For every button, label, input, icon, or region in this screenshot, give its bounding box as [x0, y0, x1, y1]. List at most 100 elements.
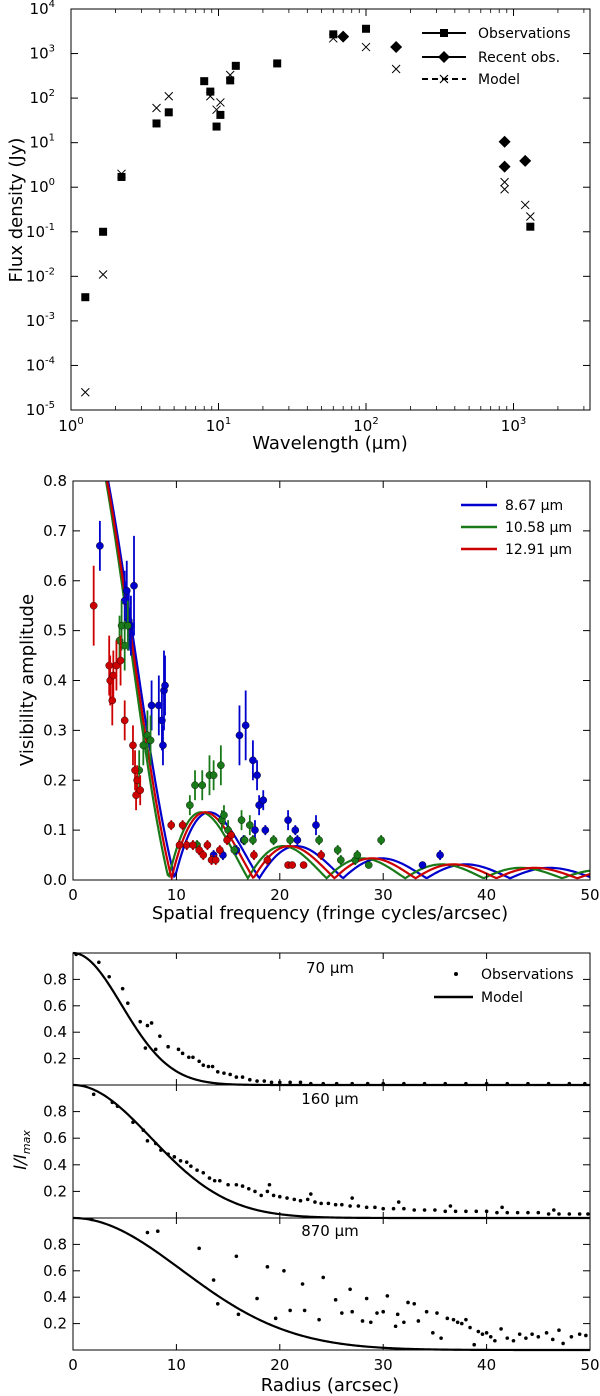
profile-y-tick-label: 0.2 — [43, 1182, 67, 1200]
visibility-point — [250, 851, 258, 859]
sed-point-observation — [212, 122, 221, 131]
visibility-point — [89, 601, 98, 610]
profile-observation-point — [395, 1312, 400, 1317]
profile-observation-point — [422, 1208, 427, 1212]
profile-observation-point — [212, 1178, 217, 1183]
profile-observation-point — [302, 1308, 307, 1313]
sed-y-tick-label: 10-4 — [26, 355, 55, 374]
profile-observation-point — [265, 1189, 270, 1194]
tick-exponent: 2 — [372, 416, 378, 427]
visibility-chart: 0 10 20 30 40 50 0.0 0.1 0.2 0.3 0.4 0.5 0.6 0.7 0.8 S… — [17, 472, 600, 924]
visibility-point — [199, 851, 208, 859]
tick-exponent: -4 — [45, 355, 55, 366]
sed-y-tick-label: 102 — [30, 88, 55, 107]
sed-point-recent — [498, 160, 511, 173]
visibility-point — [269, 836, 278, 844]
profile-observation-point — [448, 1204, 453, 1208]
visibility-plot-area — [89, 481, 590, 880]
profile-x-tick-label: 40 — [477, 1356, 496, 1374]
profile-observation-point — [412, 1302, 417, 1306]
profile-observation-point — [350, 1196, 354, 1200]
legend-square-observations — [440, 29, 448, 37]
tick-base: 10 — [26, 267, 45, 285]
profile-observation-point — [201, 1170, 206, 1175]
profile-observation-point — [305, 1197, 310, 1202]
visibility-point — [130, 581, 138, 590]
visibility-point — [159, 741, 167, 750]
profile-observation-point — [313, 1200, 317, 1204]
visibility-x-tick-label: 20 — [270, 886, 289, 904]
sed-point-observation — [526, 222, 535, 231]
visibility-point — [129, 741, 137, 750]
profile-x-label: Radius (arcsec) — [261, 1375, 399, 1396]
profile-observation-point — [218, 1178, 222, 1183]
visibility-point — [241, 721, 250, 730]
legend-label-profile-observations: Observations — [481, 967, 574, 983]
profile-observation-point — [97, 960, 101, 965]
legend-diamond-recent — [438, 51, 450, 63]
profile-observation-point — [381, 1309, 386, 1314]
profile-observation-point — [282, 1269, 286, 1273]
tick-base: 10 — [30, 178, 49, 196]
profile-observation-point — [433, 1208, 437, 1212]
panel-label-160: 160 μm — [301, 1090, 359, 1108]
visibility-point — [147, 701, 156, 710]
tick-exponent: 3 — [49, 44, 55, 55]
sed-point-model — [216, 98, 225, 107]
visibility-point — [120, 716, 129, 725]
visibility-point — [299, 861, 308, 869]
profile-observation-point — [517, 1332, 522, 1336]
visibility-point — [261, 826, 270, 834]
profile-observation-point — [298, 1198, 303, 1203]
sed-x-tick-label: 103 — [501, 416, 526, 435]
sed-point-observation — [231, 61, 240, 70]
visibility-point — [353, 851, 362, 859]
profile-y-tick-label: 0.4 — [43, 1156, 67, 1174]
visibility-point — [293, 836, 302, 844]
visibility-y-label: Visibility amplitude — [17, 594, 38, 766]
profile-observation-point — [278, 1194, 282, 1199]
profile-observation-point — [309, 1192, 313, 1196]
visibility-point — [263, 856, 272, 864]
profile-observation-point — [385, 1294, 390, 1298]
profile-observation-point — [317, 1317, 321, 1322]
profile-observation-point — [236, 1312, 241, 1317]
tick-exponent: -3 — [45, 311, 55, 322]
visibility-point — [178, 821, 187, 829]
visibility-point — [198, 781, 207, 790]
visibility-point — [186, 801, 194, 809]
profile-observation-point — [246, 1186, 251, 1191]
profile-observation-point — [586, 1212, 590, 1216]
profile-observation-point — [515, 1210, 520, 1215]
sed-axes-frame — [70, 8, 591, 411]
profile-observation-point — [546, 1212, 551, 1216]
profile-observation-point — [406, 1300, 410, 1305]
profile-observation-point — [234, 1075, 239, 1079]
profile-y-tick-label: 0.8 — [43, 1103, 67, 1121]
visibility-point — [377, 836, 385, 844]
profile-observation-point — [368, 1320, 373, 1325]
profile-observation-point — [273, 1316, 278, 1321]
visibility-point — [216, 846, 224, 854]
profile-observation-point — [536, 1210, 541, 1215]
visibility-y-tick-label: 0.4 — [43, 672, 67, 690]
tick-base: 10 — [58, 417, 77, 435]
profile-observation-point — [91, 1092, 96, 1097]
profile-observation-point — [530, 1332, 534, 1336]
profile-observation-point — [364, 1205, 369, 1210]
profile-observation-point — [493, 1338, 497, 1343]
legend-label-12.91: 12.91 μm — [505, 542, 572, 558]
visibility-x-tick-label: 0 — [68, 886, 78, 904]
profile-observation-point — [240, 1075, 245, 1079]
sed-x-tick-label: 101 — [206, 416, 231, 435]
tick-base: 10 — [353, 417, 372, 435]
tick-base: 10 — [26, 356, 45, 374]
sed-point-observation — [206, 87, 215, 96]
profile-observation-point — [340, 1311, 344, 1315]
profile-y-label-sub: max — [20, 1130, 33, 1154]
sed-point-model — [225, 70, 235, 80]
profile-observation-point — [215, 1302, 220, 1306]
profile-observation-point — [360, 1319, 365, 1323]
profile-observation-point — [145, 1139, 150, 1143]
visibility-point — [315, 836, 323, 844]
